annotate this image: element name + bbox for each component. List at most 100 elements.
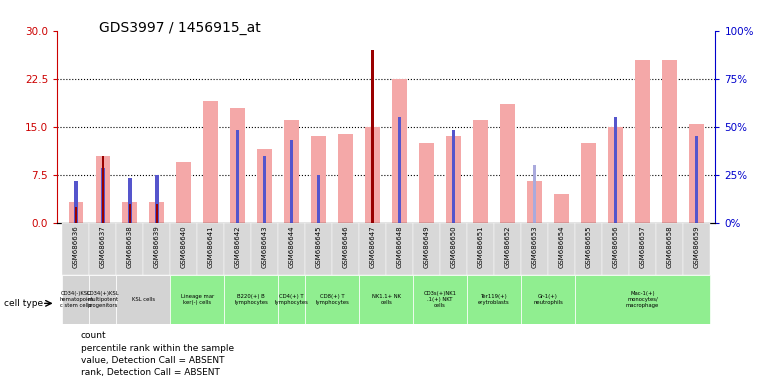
Bar xyxy=(635,60,650,223)
Text: GSM686648: GSM686648 xyxy=(396,225,403,268)
Text: NK1.1+ NK
cells: NK1.1+ NK cells xyxy=(371,294,401,305)
Text: CD4(+) T
lymphocytes: CD4(+) T lymphocytes xyxy=(275,294,309,305)
Bar xyxy=(575,223,602,275)
Bar xyxy=(521,223,548,275)
Text: GDS3997 / 1456915_at: GDS3997 / 1456915_at xyxy=(99,21,261,35)
Bar xyxy=(263,156,266,223)
Bar xyxy=(96,156,110,223)
Bar xyxy=(197,223,224,275)
Bar xyxy=(333,223,359,275)
Bar xyxy=(467,223,494,275)
Bar xyxy=(419,143,434,223)
Text: cell type: cell type xyxy=(4,299,43,308)
Bar xyxy=(251,223,279,275)
Bar xyxy=(527,181,542,223)
Bar xyxy=(440,223,467,275)
Bar xyxy=(75,181,78,223)
Text: GSM686640: GSM686640 xyxy=(181,225,187,268)
Bar xyxy=(386,223,413,275)
Bar xyxy=(102,156,104,223)
Text: count: count xyxy=(81,331,107,341)
Bar xyxy=(473,120,488,223)
Text: GSM686655: GSM686655 xyxy=(585,225,591,268)
Text: GSM686653: GSM686653 xyxy=(532,225,537,268)
Bar xyxy=(533,165,537,223)
Bar xyxy=(521,275,575,324)
Bar xyxy=(279,223,305,275)
Text: GSM686657: GSM686657 xyxy=(639,225,645,268)
Bar xyxy=(90,275,116,324)
Bar xyxy=(68,202,84,223)
Bar xyxy=(305,275,359,324)
Bar xyxy=(392,79,407,223)
Text: GSM686650: GSM686650 xyxy=(451,225,457,268)
Text: value, Detection Call = ABSENT: value, Detection Call = ABSENT xyxy=(81,356,224,365)
Text: GSM686647: GSM686647 xyxy=(370,225,376,268)
Bar xyxy=(149,202,164,223)
Text: GSM686643: GSM686643 xyxy=(262,225,268,268)
Bar xyxy=(155,204,158,223)
Bar xyxy=(359,275,413,324)
Text: GSM686649: GSM686649 xyxy=(424,225,430,268)
Bar xyxy=(608,127,623,223)
Bar xyxy=(75,207,78,223)
Bar xyxy=(257,149,272,223)
Text: CD8(+) T
lymphocytes: CD8(+) T lymphocytes xyxy=(315,294,349,305)
Text: Lineage mar
ker(-) cells: Lineage mar ker(-) cells xyxy=(180,294,214,305)
Bar xyxy=(446,136,461,223)
Bar xyxy=(236,130,240,223)
Bar xyxy=(452,130,455,223)
Bar xyxy=(548,223,575,275)
Bar xyxy=(129,204,131,223)
Text: GSM686652: GSM686652 xyxy=(505,225,511,268)
Bar xyxy=(116,275,170,324)
Bar xyxy=(656,223,683,275)
Bar xyxy=(683,223,710,275)
Text: GSM686638: GSM686638 xyxy=(127,225,133,268)
Bar xyxy=(494,223,521,275)
Text: GSM686637: GSM686637 xyxy=(100,225,106,268)
Bar xyxy=(467,275,521,324)
Bar xyxy=(224,275,279,324)
Bar xyxy=(290,139,294,223)
Bar xyxy=(695,136,698,223)
Bar xyxy=(311,136,326,223)
Bar xyxy=(359,223,386,275)
Text: B220(+) B
lymphocytes: B220(+) B lymphocytes xyxy=(234,294,269,305)
Text: GSM686644: GSM686644 xyxy=(288,225,295,268)
Text: Ter119(+)
erytroblasts: Ter119(+) erytroblasts xyxy=(478,294,510,305)
Text: CD3s(+)NK1
.1(+) NKT
cells: CD3s(+)NK1 .1(+) NKT cells xyxy=(424,291,457,308)
Text: Mac-1(+)
monocytes/
macrophage: Mac-1(+) monocytes/ macrophage xyxy=(626,291,659,308)
Text: KSL cells: KSL cells xyxy=(132,297,155,302)
Bar xyxy=(155,175,158,223)
Bar xyxy=(662,60,677,223)
Bar xyxy=(129,178,132,223)
Bar xyxy=(575,275,710,324)
Bar xyxy=(371,50,374,223)
Bar xyxy=(62,275,90,324)
Bar xyxy=(602,223,629,275)
Bar xyxy=(554,194,569,223)
Bar xyxy=(689,124,704,223)
Text: GSM686659: GSM686659 xyxy=(693,225,699,268)
Bar xyxy=(279,275,305,324)
Bar xyxy=(629,223,656,275)
Bar xyxy=(317,175,320,223)
Text: GSM686654: GSM686654 xyxy=(559,225,565,268)
Text: percentile rank within the sample: percentile rank within the sample xyxy=(81,344,234,353)
Bar xyxy=(143,223,170,275)
Bar xyxy=(305,223,333,275)
Text: GSM686651: GSM686651 xyxy=(478,225,484,268)
Bar xyxy=(285,120,299,223)
Text: GSM686646: GSM686646 xyxy=(342,225,349,268)
Text: GSM686645: GSM686645 xyxy=(316,225,322,268)
Bar xyxy=(177,162,191,223)
Text: GSM686658: GSM686658 xyxy=(667,225,673,268)
Text: CD34(-)KSL
hematopoiet
c stem cells: CD34(-)KSL hematopoiet c stem cells xyxy=(59,291,93,308)
Bar xyxy=(413,275,467,324)
Text: rank, Detection Call = ABSENT: rank, Detection Call = ABSENT xyxy=(81,368,219,377)
Bar xyxy=(581,143,596,223)
Bar xyxy=(500,104,515,223)
Bar xyxy=(231,108,245,223)
Bar xyxy=(62,223,90,275)
